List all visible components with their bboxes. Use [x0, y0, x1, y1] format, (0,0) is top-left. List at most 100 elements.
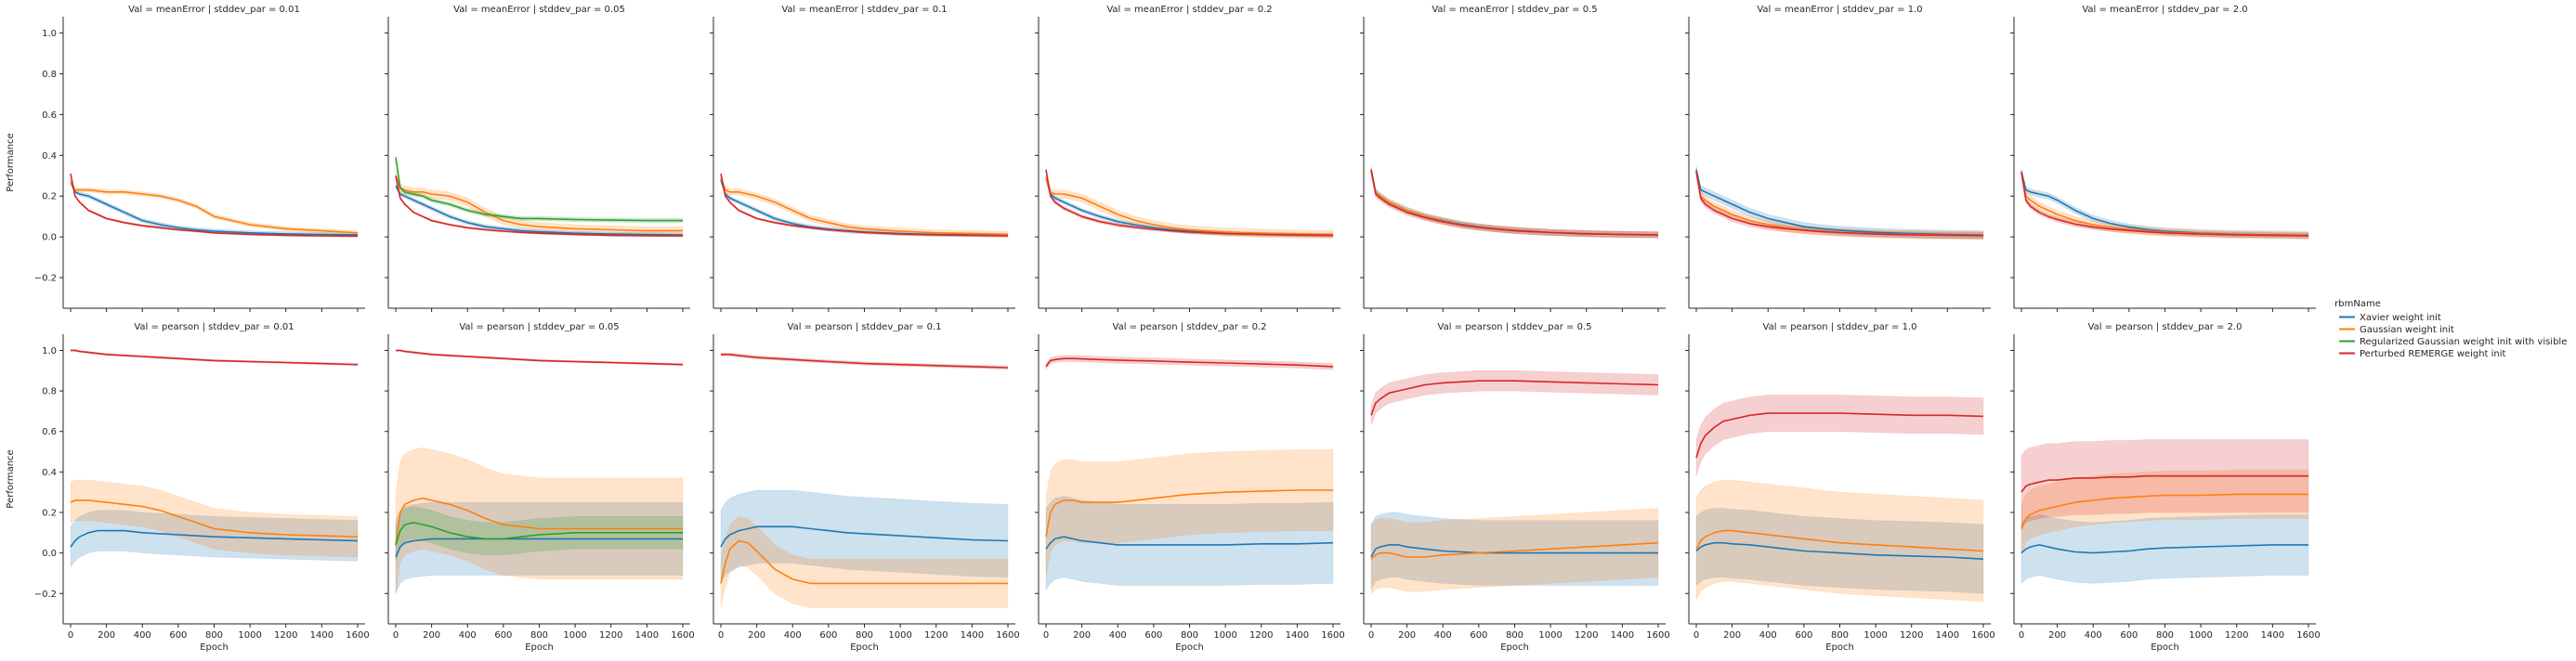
confidence-band: [1695, 508, 1984, 594]
x-tick-label: 600: [819, 630, 837, 641]
series-line: [395, 497, 683, 546]
series-line: [1695, 169, 1984, 236]
panel-title: Val = pearson | stddev_par = 1.0: [1763, 322, 1917, 332]
series-line: [395, 185, 684, 236]
x-tick-label: 800: [856, 630, 873, 641]
series-line: [1370, 380, 1659, 416]
x-axis-label: Epoch: [1500, 642, 1529, 653]
confidence-band: [395, 155, 684, 224]
x-tick-label: 1600: [671, 630, 694, 641]
confidence-band: [70, 510, 359, 569]
confidence-band: [1045, 167, 1334, 238]
confidence-band: [1045, 173, 1334, 240]
series-line: [70, 181, 359, 234]
x-tick-label: 200: [1073, 630, 1091, 641]
series-line: [2020, 171, 2309, 237]
series-line: [1370, 169, 1659, 236]
x-tick-label: 1600: [1971, 630, 1994, 641]
x-tick-label: 200: [423, 630, 440, 641]
x-tick-label: 400: [1109, 630, 1127, 641]
confidence-band: [395, 506, 684, 562]
x-tick-label: 600: [1795, 630, 1812, 641]
series-line: [1370, 171, 1659, 236]
facet-panel: Val = pearson | stddev_par = 0.1 0 200 400 6…: [710, 322, 1020, 653]
x-tick-label: 0: [2019, 630, 2024, 641]
x-tick-label: 1400: [961, 630, 984, 641]
series-line: [720, 173, 1009, 237]
series-line: [2020, 474, 2308, 493]
x-axis-label: Epoch: [525, 642, 554, 653]
x-tick-label: 600: [1144, 630, 1162, 641]
x-tick-label: 1200: [1249, 630, 1273, 641]
confidence-band: [2020, 439, 2309, 530]
series-line: [71, 349, 359, 366]
panel-title: Val = pearson | stddev_par = 2.0: [2088, 322, 2243, 332]
confidence-band: [1045, 448, 1334, 577]
series-line: [395, 175, 683, 232]
legend-entry-label: Xavier weight init: [2360, 313, 2441, 323]
x-tick-label: 1400: [310, 630, 333, 641]
confidence-band: [2020, 469, 2309, 553]
x-tick-label: 600: [169, 630, 187, 641]
x-tick-label: 1000: [2189, 630, 2212, 641]
series-line: [720, 539, 1008, 585]
x-tick-label: 800: [1831, 630, 1849, 641]
x-tick-label: 800: [1181, 630, 1198, 641]
confidence-band: [1695, 479, 1984, 603]
facet-panel: Val = meanError | stddev_par = 0.01 −0.2 0…: [6, 5, 365, 312]
series-line: [1695, 412, 1984, 459]
x-tick-label: 400: [134, 630, 151, 641]
x-tick-label: 200: [98, 630, 115, 641]
x-axis-label: Epoch: [1175, 642, 1204, 653]
legend-title: rbmName: [2334, 299, 2381, 309]
panel-title: Val = meanError | stddev_par = 0.01: [128, 5, 300, 15]
panel-title: Val = meanError | stddev_par = 2.0: [2082, 5, 2247, 15]
confidence-band: [1045, 496, 1334, 591]
series-line: [720, 525, 1009, 548]
confidence-band: [1695, 395, 1984, 476]
y-tick-label: 0.0: [42, 233, 57, 243]
x-axis-label: Epoch: [200, 642, 229, 653]
series-line: [395, 157, 683, 222]
facet-panel: Val = meanError | stddev_par = 0.5: [1360, 5, 1666, 312]
panel-title: Val = meanError | stddev_par = 0.1: [781, 5, 947, 15]
y-tick-label: 0.2: [42, 192, 57, 202]
confidence-band: [720, 175, 1009, 239]
confidence-band: [2020, 168, 2309, 240]
x-tick-label: 1200: [274, 630, 297, 641]
y-tick-label: 1.0: [42, 346, 57, 356]
y-tick-label: 0.6: [42, 427, 57, 437]
x-tick-label: 1400: [635, 630, 659, 641]
x-tick-label: 1400: [1611, 630, 1634, 641]
x-tick-label: 800: [1506, 630, 1523, 641]
x-tick-label: 200: [1398, 630, 1416, 641]
confidence-band: [70, 479, 359, 558]
x-tick-label: 1200: [924, 630, 948, 641]
series-line: [395, 538, 683, 558]
panels-layer: Val = meanError | stddev_par = 0.01 −0.2 0…: [6, 5, 2321, 653]
x-tick-label: 1600: [1321, 630, 1344, 641]
series-line: [395, 522, 683, 546]
y-axis-label: Performance: [6, 449, 16, 508]
series-line: [2020, 493, 2308, 529]
series-line: [395, 175, 684, 237]
series-line: [1045, 536, 1334, 550]
series-line: [70, 529, 359, 548]
confidence-band: [70, 179, 359, 238]
x-axis-label: Epoch: [850, 642, 879, 653]
x-tick-label: 0: [1368, 630, 1374, 641]
legend-entry-label: Perturbed REMERGE weight init: [2360, 349, 2506, 359]
facet-panel: Val = meanError | stddev_par = 0.05: [385, 5, 690, 312]
series-line: [1045, 489, 1333, 538]
series-line: [2020, 171, 2309, 237]
panel-title: Val = pearson | stddev_par = 0.2: [1113, 322, 1267, 332]
confidence-band: [70, 172, 359, 238]
series-line: [1045, 357, 1334, 368]
facet-panel: Val = meanError | stddev_par = 0.2: [1035, 5, 1340, 312]
confidence-band: [2020, 169, 2309, 239]
confidence-band: [1695, 165, 1984, 240]
x-tick-label: 0: [393, 630, 399, 641]
x-tick-label: 1000: [1213, 630, 1236, 641]
x-tick-label: 1200: [2225, 630, 2248, 641]
